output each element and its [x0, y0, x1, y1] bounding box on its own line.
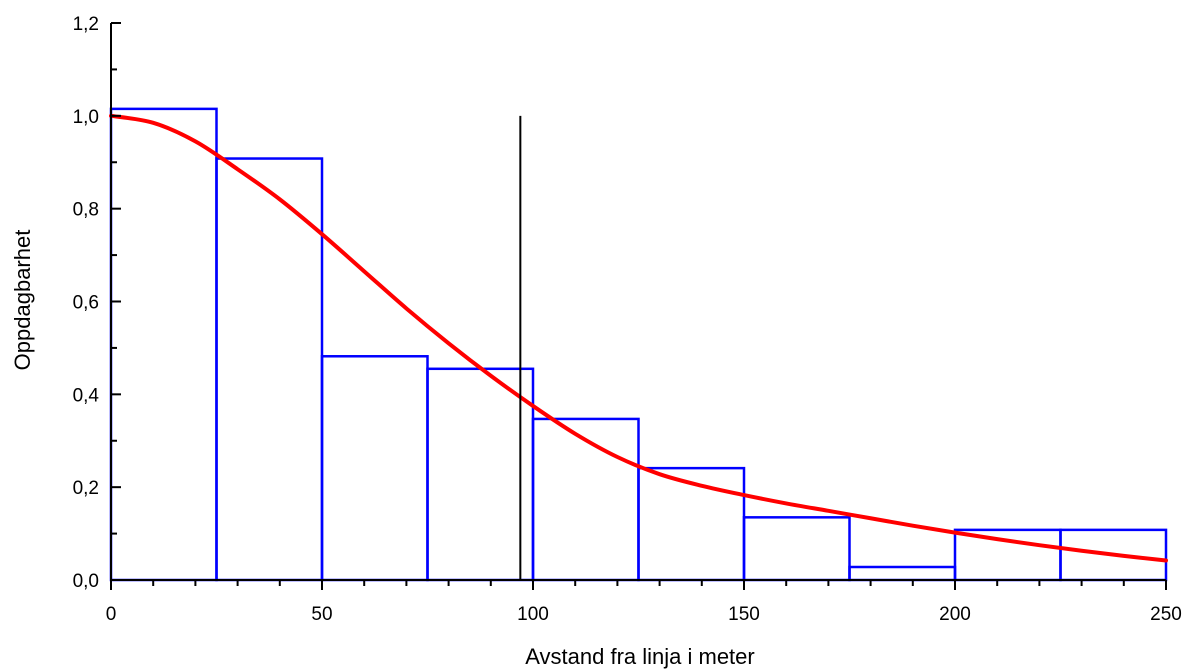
- x-tick-label: 200: [939, 604, 971, 625]
- y-tick-label: 0,6: [73, 293, 99, 314]
- histogram-bars: [109, 107, 1168, 582]
- x-axis-label: Avstand fra linja i meter: [525, 644, 754, 669]
- axes: [110, 22, 1167, 590]
- x-tick-label: 150: [728, 604, 760, 625]
- x-tick-label: 50: [311, 604, 332, 625]
- y-tick-label: 1,2: [73, 14, 99, 35]
- histogram-bar: [848, 565, 957, 582]
- histogram-bar: [531, 417, 640, 582]
- x-tick-label: 250: [1150, 604, 1182, 625]
- histogram-bar: [109, 107, 218, 582]
- tick-labels: 0,0 0,2 0,4 0,6 0,8 1,0 1,2 0 50 100 150 200 250: [73, 14, 1182, 625]
- fitted-curve-layer: [109, 113, 1168, 563]
- y-tick-label: 0,0: [73, 571, 99, 592]
- y-tick-label: 0,4: [73, 385, 100, 406]
- fitted-curve: [109, 113, 1168, 563]
- x-tick-label: 0: [106, 604, 117, 625]
- y-tick-label: 0,2: [73, 478, 99, 499]
- histogram-bar: [742, 516, 851, 582]
- y-axis-label: Oppdagbarhet: [10, 230, 35, 371]
- y-tick-label: 0,8: [73, 200, 99, 221]
- histogram-bar: [953, 528, 1062, 582]
- histogram-bar: [426, 367, 535, 582]
- x-tick-label: 100: [517, 604, 549, 625]
- histogram-bar: [320, 355, 429, 582]
- y-tick-label: 1,0: [73, 107, 99, 128]
